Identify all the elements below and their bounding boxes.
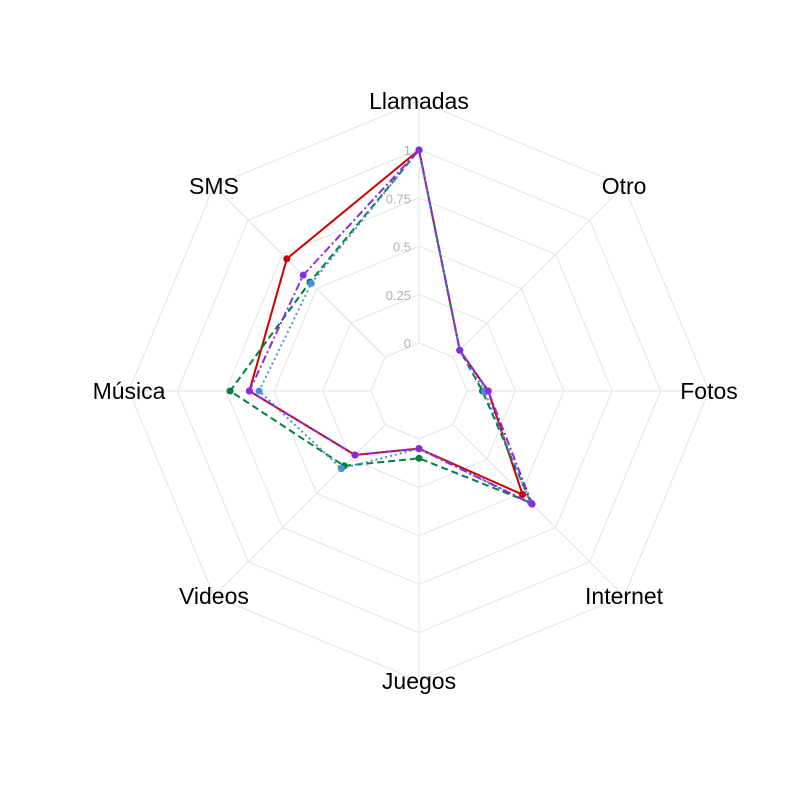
data-point (299, 271, 307, 279)
data-point (255, 387, 263, 395)
series-4 (245, 146, 536, 508)
radial-tick-label: 0.5 (393, 240, 411, 255)
radar-series (226, 146, 536, 508)
data-point (245, 387, 253, 395)
category-label: Llamadas (369, 88, 469, 114)
data-point (415, 454, 423, 462)
data-point (337, 465, 345, 473)
data-point (519, 491, 527, 499)
data-point (351, 451, 359, 459)
category-label: Otro (602, 173, 647, 199)
data-point (528, 500, 536, 508)
grid-spoke (452, 424, 625, 597)
grid-spoke (452, 185, 625, 358)
category-label: Videos (179, 583, 249, 609)
radial-tick-label: 0 (404, 336, 411, 351)
radial-tick-label: 0.25 (386, 288, 411, 303)
grid-spoke (213, 424, 386, 597)
data-point (415, 146, 423, 154)
category-label: Fotos (680, 378, 738, 404)
category-labels: Llamadas Otro Fotos Internet Juegos Videos Mús… (93, 88, 738, 694)
category-label: Internet (585, 583, 664, 609)
category-label: SMS (189, 173, 239, 199)
data-point (226, 387, 234, 395)
category-label: Juegos (382, 668, 456, 694)
data-point (456, 346, 464, 354)
grid-spoke (213, 185, 386, 358)
data-point (415, 445, 423, 453)
radial-tick-labels: 0 0.25 0.5 0.75 1 (386, 143, 411, 351)
radial-tick-label: 1 (404, 143, 411, 158)
data-point (484, 387, 492, 395)
series-line (229, 149, 532, 504)
radial-tick-label: 0.75 (386, 191, 411, 206)
series-line (258, 149, 532, 504)
grid-ring-0 (370, 342, 468, 440)
data-point (283, 255, 291, 263)
category-label: Música (93, 378, 166, 404)
data-point (307, 279, 315, 287)
